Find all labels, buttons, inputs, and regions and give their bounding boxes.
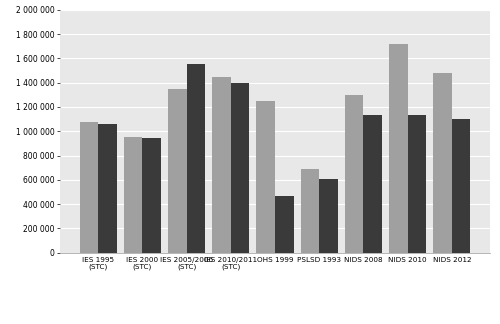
Bar	[186, 64, 205, 253]
Bar	[142, 138, 161, 253]
Bar	[275, 196, 293, 253]
Bar	[231, 83, 250, 253]
Bar	[434, 73, 452, 253]
Bar	[80, 122, 98, 253]
Bar	[452, 119, 470, 253]
Bar	[98, 124, 116, 253]
Bar	[389, 44, 407, 253]
Bar	[124, 137, 142, 253]
Bar	[408, 115, 426, 253]
Bar	[212, 77, 231, 253]
Bar	[319, 179, 338, 253]
Bar	[364, 115, 382, 253]
Bar	[300, 169, 319, 253]
Bar	[345, 95, 364, 253]
Bar	[256, 101, 275, 253]
Bar	[168, 89, 186, 253]
